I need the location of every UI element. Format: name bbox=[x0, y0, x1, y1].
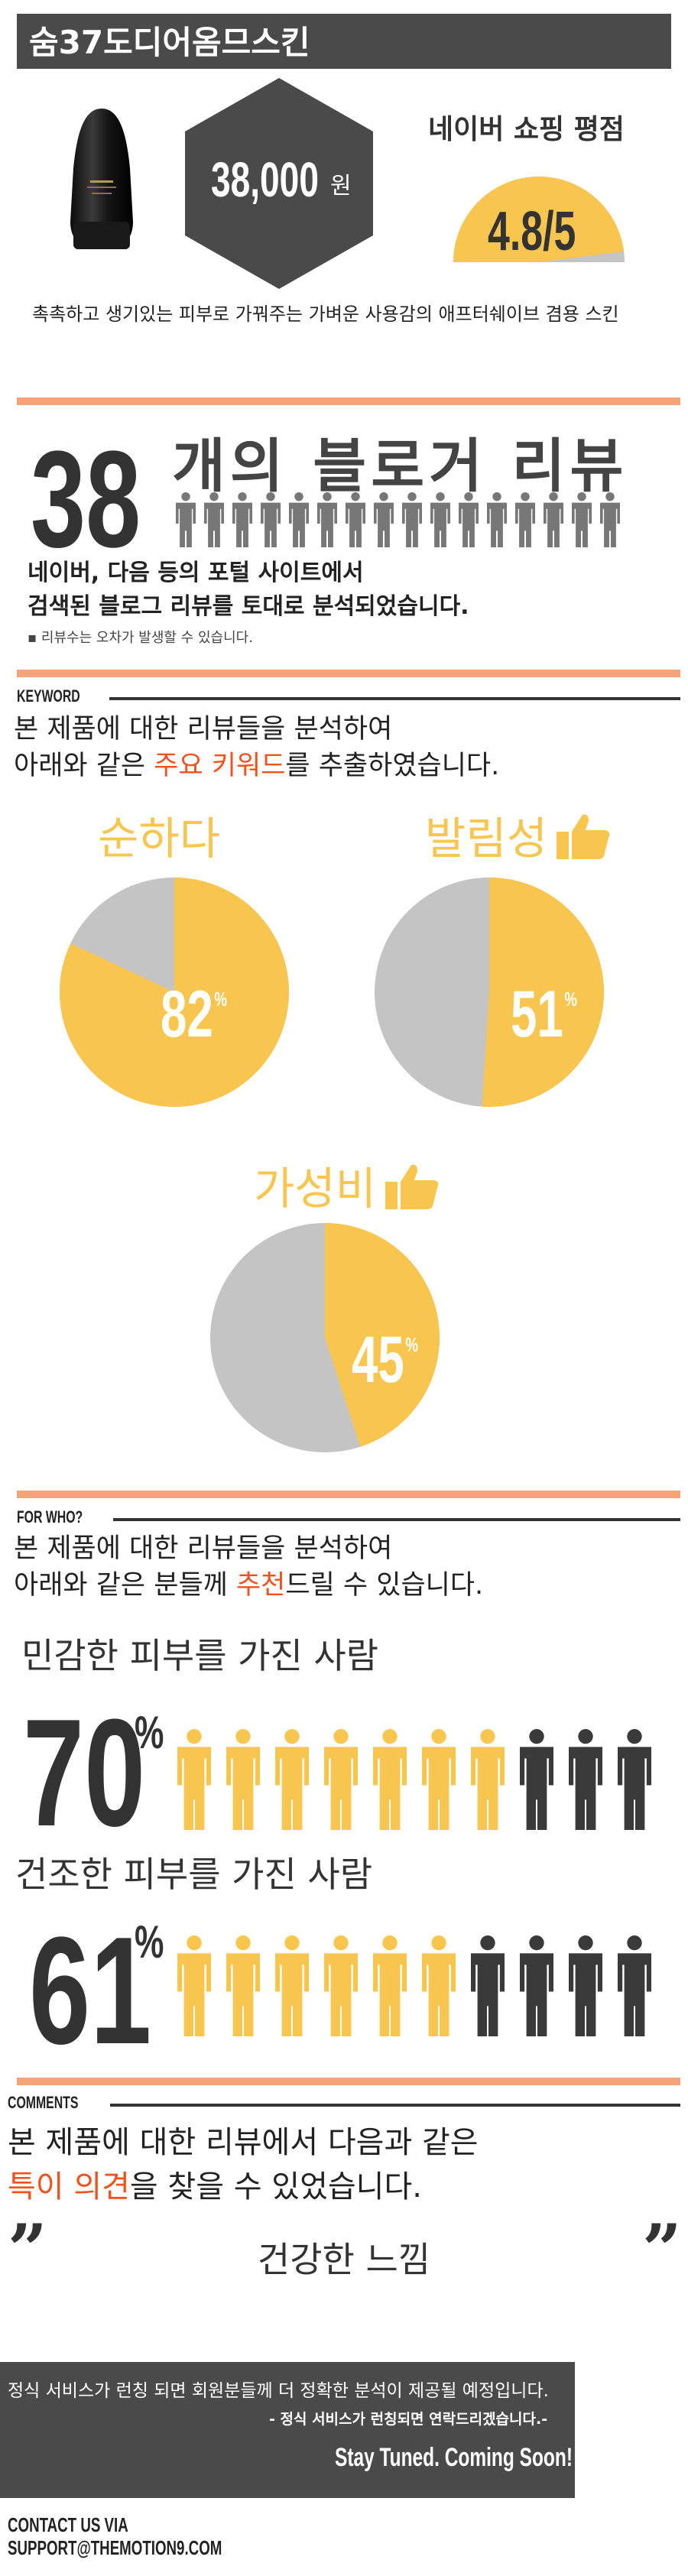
person-icon bbox=[374, 492, 394, 547]
pie-slice-3 bbox=[325, 1223, 440, 1447]
comments-tag: COMMENTS bbox=[8, 2093, 111, 2113]
thumbs-up-icon bbox=[555, 812, 612, 871]
person-icon bbox=[289, 492, 309, 547]
person-icon bbox=[569, 1729, 602, 1830]
rating-gauge bbox=[453, 176, 625, 262]
footer-box bbox=[0, 2362, 575, 2498]
person-icon-highlighted bbox=[373, 1935, 407, 2036]
blog-count: 38 bbox=[31, 423, 141, 576]
contact-email[interactable]: SUPPORT@THEMOTION9.COM bbox=[8, 2536, 222, 2559]
person-icon-highlighted bbox=[274, 1935, 309, 2036]
forwho-value-2: 61 bbox=[29, 1906, 152, 2076]
page-title: 숨37도디어옴므스킨 bbox=[29, 24, 310, 61]
person-icon bbox=[618, 1935, 651, 2036]
pie-chart-3 bbox=[210, 1223, 440, 1452]
rating-value: 4.8/5 bbox=[488, 201, 576, 262]
footer-contact-note: - 정식 서비스가 런칭되면 연락드리겠습니다.- bbox=[269, 2411, 548, 2428]
person-icon-highlighted bbox=[323, 1729, 358, 1830]
pie-chart-1 bbox=[60, 878, 289, 1107]
footer-notice: 정식 서비스가 런칭 되면 회원분들께 더 정확한 분석이 제공될 예정입니다. bbox=[8, 2381, 549, 2401]
price-value: 38,000 bbox=[211, 152, 319, 207]
contact-label: CONTACT US VIA bbox=[8, 2513, 128, 2536]
forwho-label-2: 건조한 피부를 가진 사람 bbox=[15, 1854, 373, 1895]
price-hexagon bbox=[185, 78, 373, 289]
person-icon bbox=[346, 492, 365, 547]
person-icon bbox=[430, 492, 450, 547]
portal-line-2: 검색된 블로그 리뷰를 토대로 분석되었습니다. bbox=[28, 593, 469, 620]
quote-close-mark: ” bbox=[642, 2209, 682, 2290]
section-divider bbox=[17, 2078, 680, 2085]
person-icon-highlighted bbox=[226, 1935, 260, 2036]
section-divider bbox=[17, 397, 680, 405]
keyword-tag: KEYWORD bbox=[17, 686, 109, 706]
person-icon bbox=[544, 492, 563, 547]
person-icon-highlighted bbox=[471, 1729, 505, 1830]
pie-value-3: 45% bbox=[352, 1323, 418, 1397]
rating-label: 네이버 쇼핑 평점 bbox=[428, 114, 625, 145]
thumbs-up-icon bbox=[384, 1162, 440, 1221]
person-icon bbox=[261, 492, 281, 547]
portal-line-1: 네이버, 다음 등의 포털 사이트에서 bbox=[28, 560, 364, 586]
person-icon bbox=[402, 492, 422, 547]
keyword-intro: 본 제품에 대한 리뷰들을 분석하여 아래와 같은 주요 키워드를 추출하였습니… bbox=[14, 714, 500, 781]
pie-slice-1 bbox=[60, 878, 289, 1107]
person-icon-highlighted bbox=[177, 1729, 211, 1830]
person-icon-highlighted bbox=[422, 1935, 456, 2036]
forwho-sign-1: % bbox=[135, 1707, 164, 1758]
person-icon bbox=[176, 492, 196, 547]
comment-quote: 건강한 느낌 bbox=[257, 2239, 431, 2280]
pie-value-1: 82% bbox=[161, 978, 227, 1051]
person-icon-highlighted bbox=[422, 1729, 456, 1830]
comments-intro: 본 제품에 대한 리뷰에서 다음과 같은 특이 의견을 찾을 수 있었습니다. bbox=[8, 2125, 479, 2205]
person-icon bbox=[520, 1935, 553, 2036]
person-icon bbox=[232, 492, 252, 547]
keyword-rule bbox=[17, 697, 680, 700]
person-icon bbox=[459, 492, 479, 547]
person-icon bbox=[572, 492, 592, 547]
person-icon bbox=[487, 492, 507, 547]
people-figures-2 bbox=[177, 1935, 651, 2036]
pie-slice-2 bbox=[482, 878, 604, 1107]
person-icon bbox=[515, 492, 535, 547]
error-note: ▪ 리뷰수는 오차가 발생할 수 있습니다. bbox=[28, 630, 253, 646]
person-icon bbox=[600, 492, 620, 547]
keyword-label-1: 순하다 bbox=[98, 813, 221, 865]
title-bar bbox=[17, 14, 671, 69]
person-icon bbox=[618, 1729, 651, 1830]
forwho-value-1: 70 bbox=[23, 1688, 146, 1858]
gauge-fill bbox=[453, 176, 625, 262]
forwho-tag: FOR WHO? bbox=[17, 1507, 113, 1527]
cosmetic-bottle-icon bbox=[70, 109, 133, 249]
forwho-label-1: 민감한 피부를 가진 사람 bbox=[21, 1635, 379, 1676]
person-icon-highlighted bbox=[177, 1935, 211, 2036]
section-divider bbox=[17, 1491, 680, 1498]
comments-rule bbox=[8, 2104, 680, 2107]
keyword-label-3: 가성비 bbox=[254, 1153, 440, 1221]
people-figures-1 bbox=[177, 1729, 651, 1830]
person-icon bbox=[520, 1729, 553, 1830]
person-icon-highlighted bbox=[373, 1729, 407, 1830]
pie-chart-2 bbox=[375, 878, 604, 1107]
footer-coming-soon: Stay Tuned. Coming Soon! bbox=[335, 2443, 573, 2472]
forwho-rule bbox=[17, 1518, 680, 1521]
pie-value-2: 51% bbox=[511, 978, 577, 1051]
person-icon-highlighted bbox=[274, 1729, 309, 1830]
blog-heading: 개의 블로거 리뷰 bbox=[172, 432, 628, 500]
keyword-label-2: 발림성 bbox=[425, 803, 612, 871]
forwho-intro: 본 제품에 대한 리뷰들을 분석하여 아래와 같은 분들께 추천드릴 수 있습니… bbox=[14, 1533, 484, 1601]
price-unit: 원 bbox=[330, 173, 352, 200]
product-description: 촉촉하고 생기있는 피부로 가꿔주는 가벼운 사용감의 애프터쉐이브 겸용 스킨 bbox=[32, 303, 619, 325]
section-divider bbox=[17, 670, 680, 677]
person-icon-highlighted bbox=[226, 1729, 260, 1830]
person-icon bbox=[471, 1935, 505, 2036]
person-icon bbox=[569, 1935, 602, 2036]
person-icon bbox=[317, 492, 337, 547]
people-icons-row bbox=[176, 492, 620, 547]
person-icon bbox=[204, 492, 224, 547]
quote-open-mark: ” bbox=[8, 2209, 47, 2290]
forwho-sign-2: % bbox=[135, 1916, 164, 1968]
person-icon-highlighted bbox=[323, 1935, 358, 2036]
